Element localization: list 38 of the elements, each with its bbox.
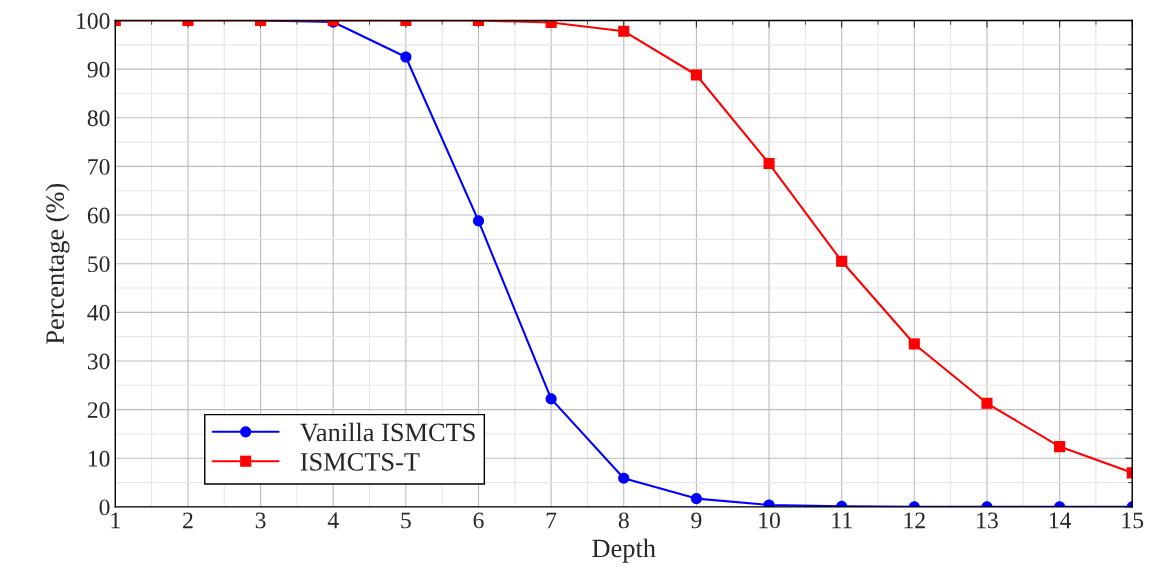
y-tick-label: 30	[87, 353, 110, 370]
y-tick-label: 40	[87, 304, 110, 321]
y-tick-label: 50	[88, 256, 110, 273]
x-tick-label: 2	[183, 512, 193, 529]
x-tick-label: 10	[759, 512, 780, 529]
y-tick-label: 0	[99, 499, 110, 516]
x-tick-label: 4	[327, 512, 339, 529]
y-tick-label: 20	[87, 402, 110, 419]
x-tick-label: 1	[111, 512, 120, 529]
x-tick-label: 8	[618, 512, 629, 529]
x-tick-label: 6	[473, 512, 484, 529]
point	[545, 393, 557, 405]
x-axis-title: Depth	[592, 538, 656, 563]
y-tick-label: 70	[88, 158, 110, 175]
x-tick-label: 3	[255, 512, 266, 529]
point	[981, 397, 993, 409]
point	[472, 215, 485, 227]
legend-label: Vanilla ISMCTS	[300, 422, 475, 442]
x-tick-label: 5	[401, 512, 411, 529]
legend-label: ISMCTS-T	[300, 452, 420, 471]
x-tick-label: 11	[832, 512, 852, 529]
point	[908, 338, 920, 350]
x-tick-label: 7	[546, 512, 557, 529]
y-tick-label: 60	[87, 207, 110, 224]
x-tick-label: 12	[904, 512, 925, 529]
y-tick-label: 80	[87, 110, 110, 127]
y-axis-title: Percentage (%)	[45, 183, 70, 344]
y-tick-label: 100	[77, 13, 110, 29]
point	[763, 157, 775, 170]
x-tick-label: 9	[691, 512, 702, 529]
x-tick-label: 13	[977, 512, 998, 529]
y-tick-label: 90	[87, 61, 110, 78]
point	[618, 472, 630, 484]
point	[836, 255, 848, 267]
point	[1054, 441, 1066, 453]
y-tick-label: 10	[88, 450, 110, 467]
x-tick-label: 14	[1049, 512, 1072, 529]
x-tick-label: 15	[1122, 512, 1144, 529]
